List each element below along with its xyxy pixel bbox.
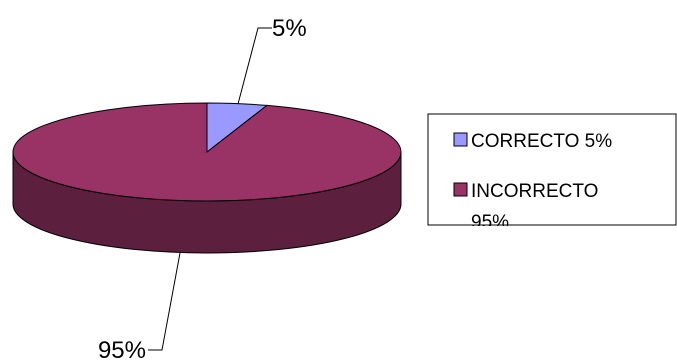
leader-line-correcto [237,27,272,105]
data-label-incorrecto: 95% [98,337,146,360]
legend-label-correcto: CORRECTO 5% [471,131,612,152]
legend: CORRECTO 5% INCORRECTO 95% [427,113,677,233]
pie-slice-incorrecto [12,102,402,202]
data-label-correcto: 5% [272,15,307,42]
legend-swatch-correcto [453,132,468,147]
legend-box [427,113,677,226]
pie-slices [12,102,402,202]
legend-swatch-incorrecto [453,182,468,197]
leader-line-incorrecto [148,252,181,351]
legend-label-incorrecto: INCORRECTO 95% [471,181,598,233]
